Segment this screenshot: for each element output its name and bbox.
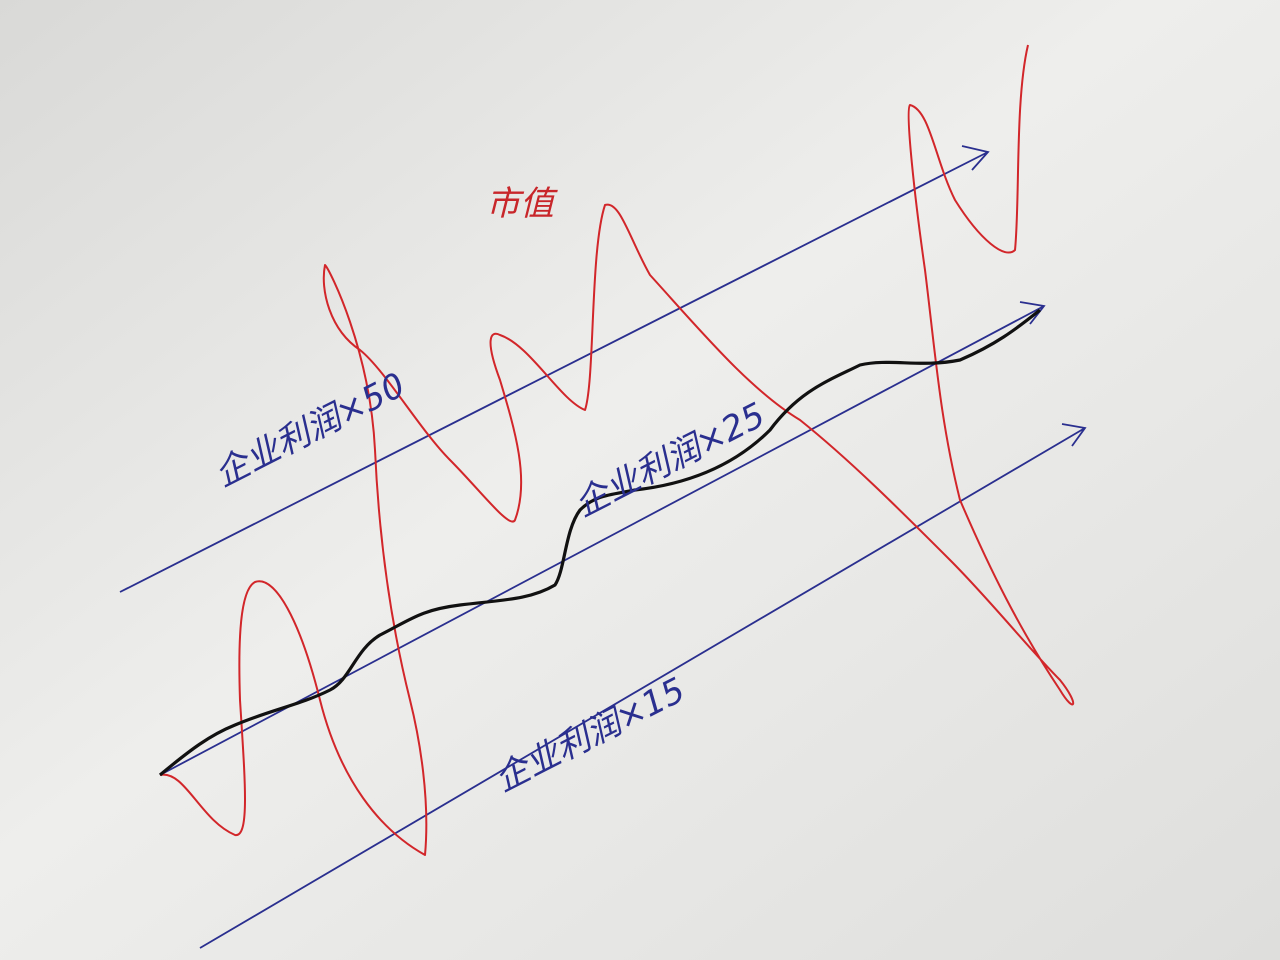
trend-line-x50 [119, 145, 990, 593]
profit-curve [158, 308, 1041, 777]
trend-lines [119, 145, 1087, 949]
market-value-label: 市值 [486, 184, 558, 224]
market-value-curve [159, 44, 1075, 856]
trend-line-x25 [159, 301, 1046, 776]
trend-line-x15 [199, 423, 1087, 949]
